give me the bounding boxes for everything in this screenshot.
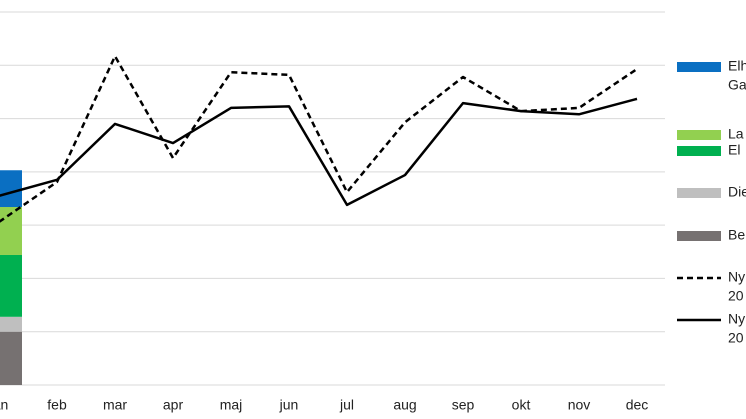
legend-label: El (728, 142, 740, 158)
bar-segment (0, 331, 22, 385)
legend-label: Elh (728, 58, 746, 74)
bar-segment (0, 170, 22, 208)
x-tick-label: aug (393, 397, 416, 413)
x-tick-label: okt (512, 397, 531, 413)
legend-label: La (728, 126, 744, 142)
x-tick-label: jan (0, 397, 8, 413)
legend-swatch (677, 188, 721, 198)
bar-segment (0, 254, 22, 317)
legend-swatch (677, 231, 721, 241)
legend-label: Ny (728, 269, 745, 285)
bar-segment (0, 316, 22, 332)
x-tick-label: jul (339, 397, 354, 413)
legend-label: Ga (728, 77, 746, 93)
bar-segment (0, 207, 22, 255)
legend-label: Die (728, 184, 746, 200)
legend-label: 20 (728, 330, 744, 346)
x-tick-label: feb (47, 397, 67, 413)
x-tick-label: jun (279, 397, 299, 413)
legend-label: Be (728, 227, 745, 243)
legend-swatch (677, 130, 721, 140)
legend-swatch (677, 146, 721, 156)
legend-label: 20 (728, 288, 744, 304)
line-series (0, 97, 638, 207)
x-tick-label: mar (103, 397, 127, 413)
line-series (0, 54, 638, 223)
x-tick-label: apr (163, 397, 184, 413)
legend-label: Ny (728, 311, 745, 327)
x-tick-label: dec (626, 397, 649, 413)
legend-swatch (677, 62, 721, 72)
x-tick-label: sep (452, 397, 475, 413)
x-tick-label: maj (220, 397, 243, 413)
x-tick-label: nov (568, 397, 591, 413)
